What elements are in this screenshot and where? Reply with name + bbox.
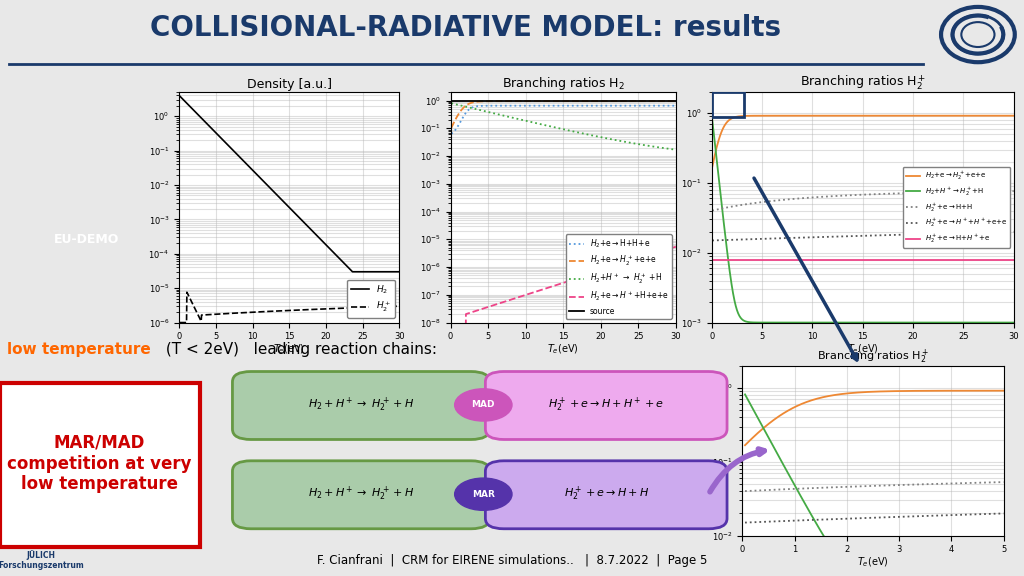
Legend: $H_2$+e$\rightarrow$H+H+e, $H_2$+e$\rightarrow H_2^+$+e+e, $H_2$+$H^+$ $\rightar: $H_2$+e$\rightarrow$H+H+e, $H_2$+e$\righ… — [565, 234, 672, 319]
Text: $H_2^++e \rightarrow H+H$: $H_2^++e \rightarrow H+H$ — [563, 485, 649, 503]
Bar — [712, 92, 743, 117]
Text: low temperature: low temperature — [7, 342, 151, 357]
X-axis label: $T_e$(eV): $T_e$(eV) — [857, 556, 889, 570]
Circle shape — [455, 389, 512, 421]
X-axis label: $T_e$(eV): $T_e$(eV) — [547, 343, 580, 357]
Text: JÜLICH
Forschungszentrum: JÜLICH Forschungszentrum — [0, 550, 84, 570]
FancyBboxPatch shape — [232, 461, 489, 529]
Text: MAR/MAD
competition at very
low temperature: MAR/MAD competition at very low temperat… — [7, 434, 191, 494]
Text: $H_2^++e \rightarrow H+H^++e$: $H_2^++e \rightarrow H+H^++e$ — [548, 396, 665, 414]
Text: F. Cianfrani  |  CRM for EIRENE simulations..   |  8.7.2022  |  Page 5: F. Cianfrani | CRM for EIRENE simulation… — [316, 554, 708, 567]
FancyBboxPatch shape — [485, 461, 727, 529]
Title: Branching ratios H$_2^+$: Branching ratios H$_2^+$ — [800, 73, 926, 92]
Text: MAR: MAR — [472, 490, 495, 499]
Title: Density [a.u.]: Density [a.u.] — [247, 78, 332, 91]
Text: $H_2+H^+\rightarrow\ H_2^++H$: $H_2+H^+\rightarrow\ H_2^++H$ — [308, 485, 414, 503]
Text: $H_2+H^+\rightarrow\ H_2^++H$: $H_2+H^+\rightarrow\ H_2^++H$ — [308, 396, 414, 414]
FancyBboxPatch shape — [485, 372, 727, 439]
Circle shape — [455, 478, 512, 510]
Legend: $H_2$, $H_2^+$: $H_2$, $H_2^+$ — [347, 279, 395, 318]
X-axis label: $T_e$(eV): $T_e$(eV) — [847, 343, 879, 357]
Text: COLLISIONAL-RADIATIVE MODEL: results: COLLISIONAL-RADIATIVE MODEL: results — [151, 14, 781, 41]
Text: EU-DEMO: EU-DEMO — [54, 233, 120, 247]
Text: MAD: MAD — [472, 400, 495, 410]
Title: Branching ratios H$_2^+$: Branching ratios H$_2^+$ — [817, 347, 929, 366]
Title: Branching ratios H$_2$: Branching ratios H$_2$ — [502, 75, 625, 92]
X-axis label: $T_e$(eV): $T_e$(eV) — [273, 343, 305, 357]
FancyBboxPatch shape — [0, 383, 200, 547]
FancyBboxPatch shape — [232, 372, 489, 439]
Legend: $H_2$+e$\rightarrow H_2^+$+e+e, $H_2$+$H^+$$\rightarrow H_2^+$+H, $H_2^+$+e$\rig: $H_2$+e$\rightarrow H_2^+$+e+e, $H_2$+$H… — [903, 167, 1011, 248]
Text: (T < 2eV)   leading reaction chains:: (T < 2eV) leading reaction chains: — [161, 342, 437, 357]
